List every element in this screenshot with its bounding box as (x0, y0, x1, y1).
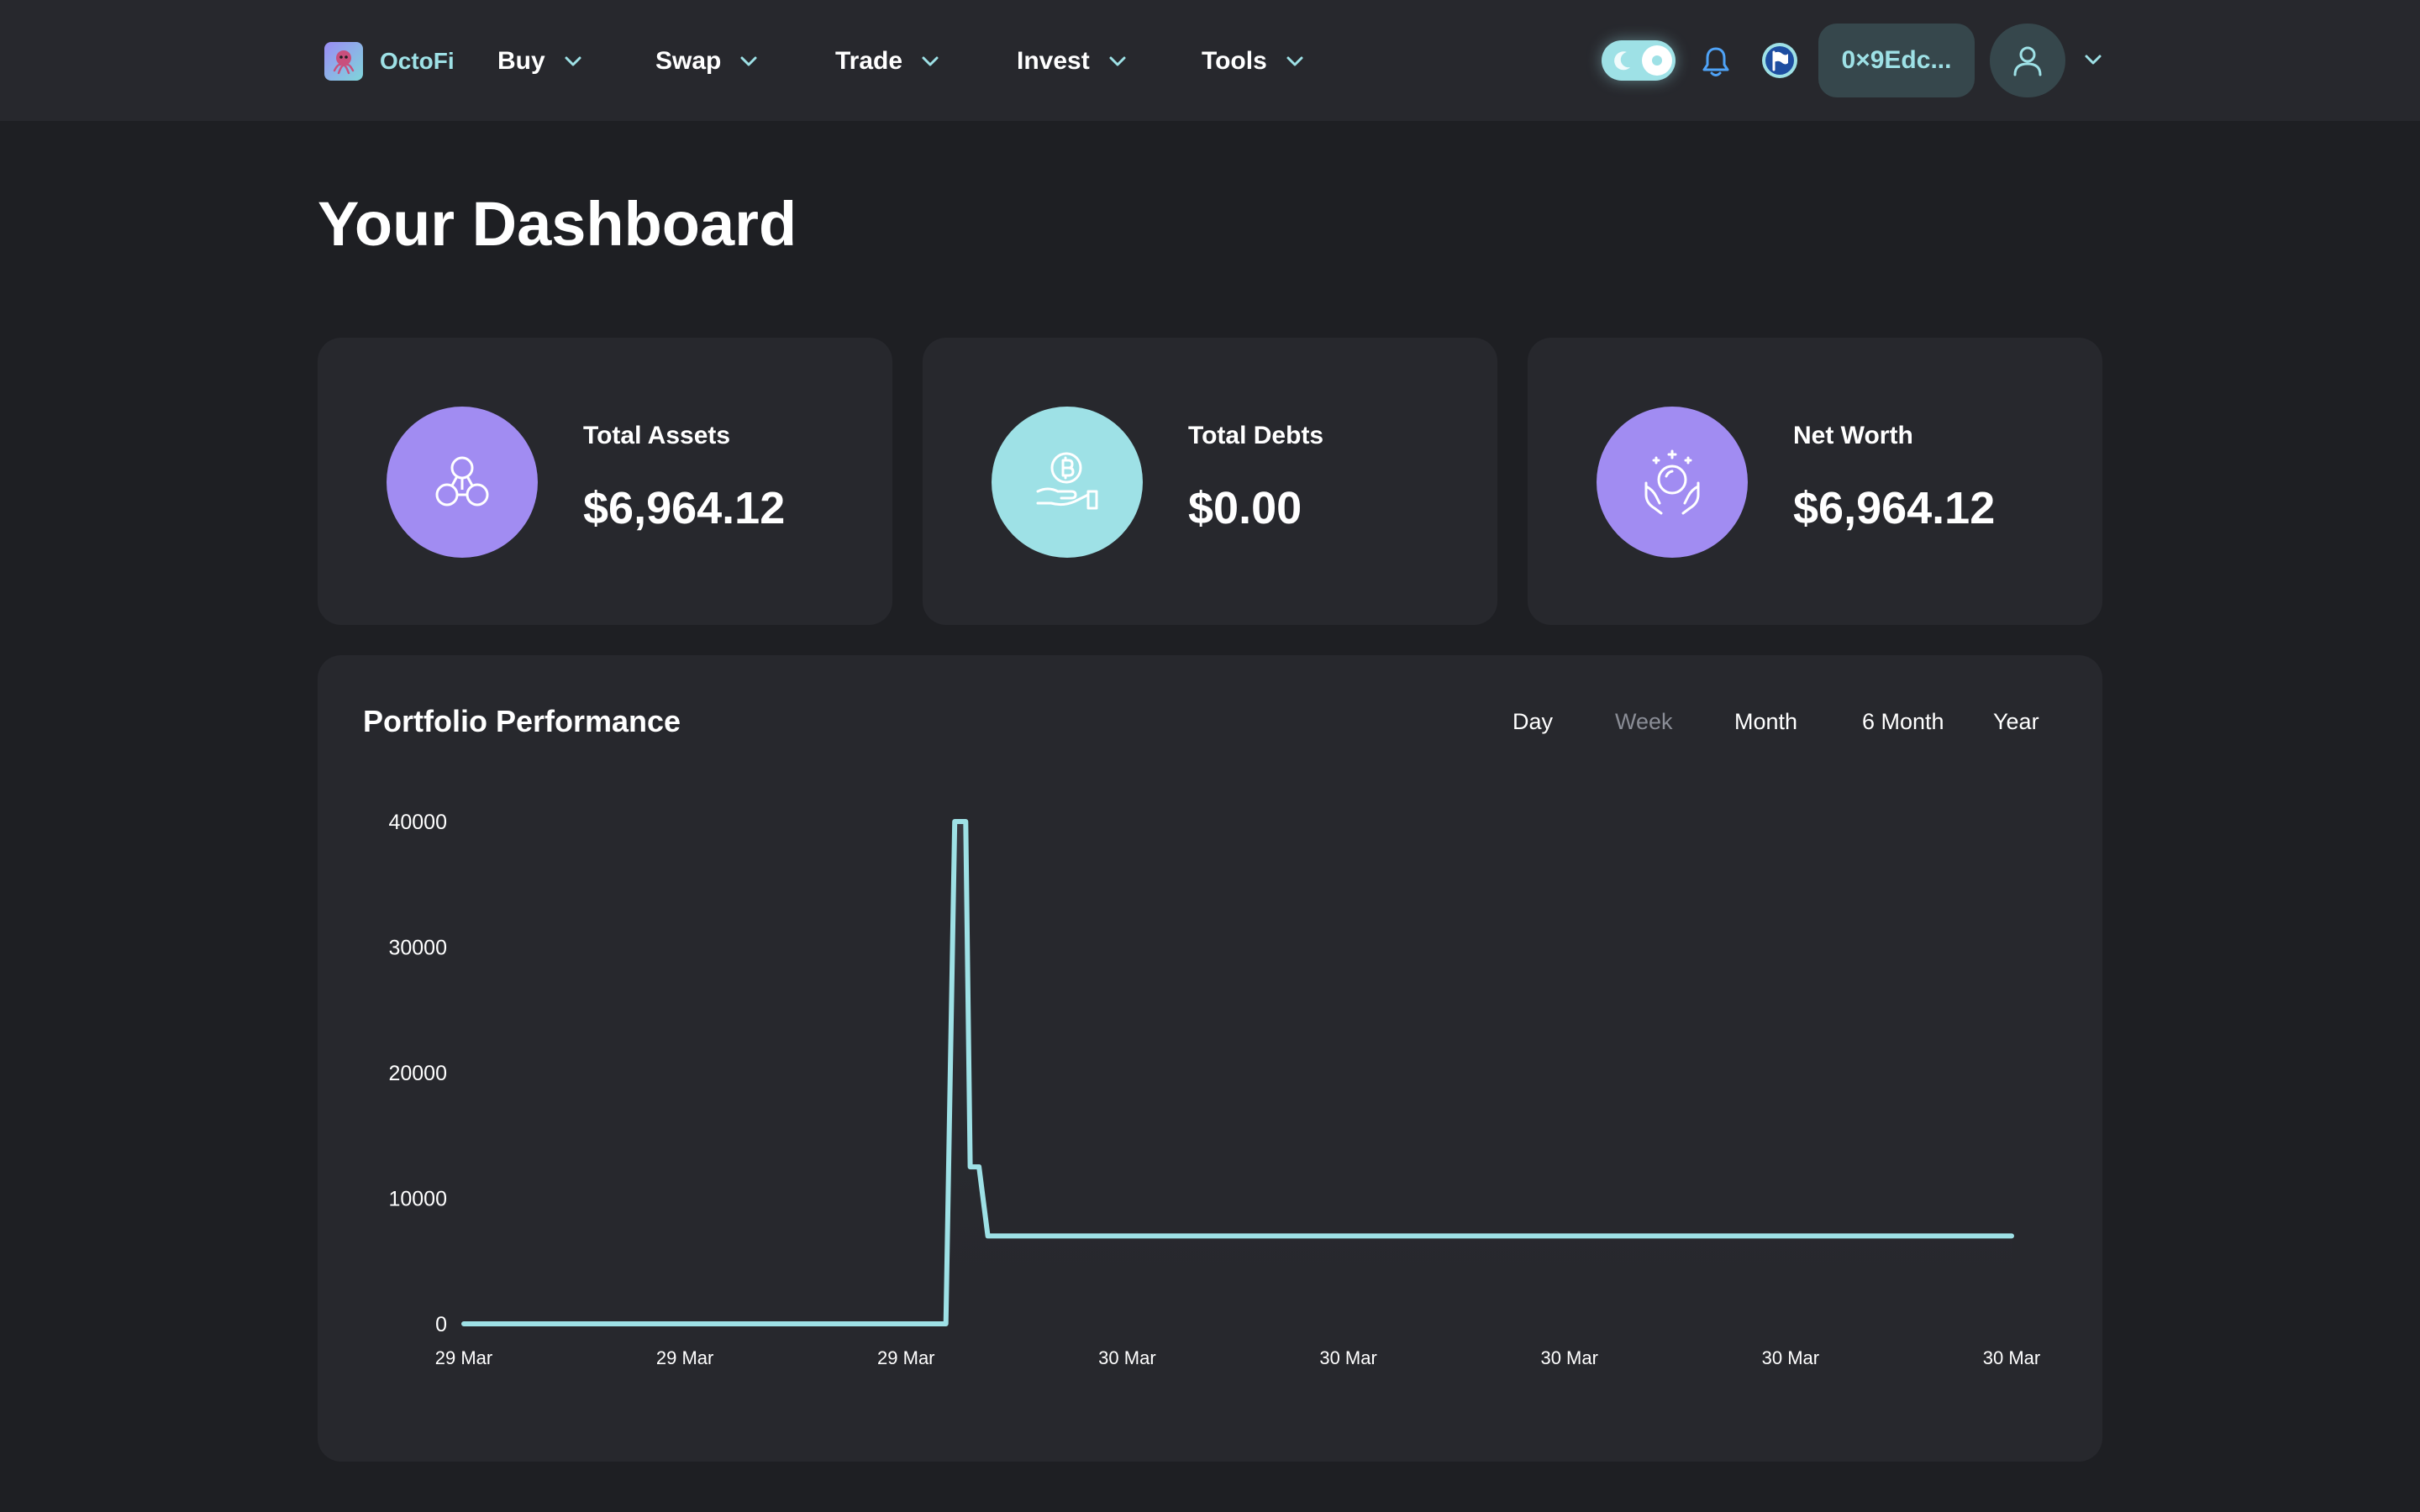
wallet-address-button[interactable]: 0×9Edc... (1818, 24, 1975, 97)
y-tick-label: 40000 (388, 811, 447, 834)
y-tick-label: 30000 (388, 937, 447, 960)
top-navigation-bar: OctoFi Buy Swap Trade Invest Tools 0×9Ed… (0, 0, 2420, 121)
nav-buy-label: Buy (497, 47, 545, 75)
net-worth-icon-circle (1597, 407, 1748, 558)
panel-title: Portfolio Performance (363, 704, 681, 738)
card-value: $0.00 (1188, 483, 1302, 533)
octopus-logo-icon (324, 42, 363, 81)
nav-invest-label: Invest (1017, 47, 1090, 75)
card-label: Total Assets (583, 422, 731, 449)
debts-icon-circle (992, 407, 1143, 558)
portfolio-performance-panel: Portfolio Performance Day Week Month 6 M… (318, 655, 2102, 1462)
range-tab-week[interactable]: Week (1615, 709, 1673, 734)
x-tick-label: 30 Mar (1983, 1347, 2040, 1368)
card-value: $6,964.12 (1793, 483, 1996, 533)
card-label: Net Worth (1793, 422, 1913, 449)
y-tick-label: 0 (435, 1313, 447, 1336)
account-button[interactable] (1990, 24, 2065, 97)
range-tab-day[interactable]: Day (1512, 709, 1554, 734)
brand-name: OctoFi (380, 48, 455, 74)
x-tick-label: 30 Mar (1098, 1347, 1155, 1368)
crystal-ball-icon (1644, 449, 1700, 515)
coin-hand-icon (1036, 452, 1098, 510)
nav-invest-menu[interactable]: Invest (1017, 42, 1127, 81)
range-tab-6-month[interactable]: 6 Month (1862, 709, 1944, 734)
total-assets-card: Total Assets $6,964.12 (318, 338, 892, 625)
x-tick-label: 29 Mar (656, 1347, 713, 1368)
x-tick-label: 30 Mar (1762, 1347, 1819, 1368)
assets-icon-circle (387, 407, 538, 558)
toggle-knob (1642, 45, 1672, 76)
chevron-down-icon (1108, 55, 1127, 67)
nav-swap-label: Swap (655, 47, 722, 75)
x-axis: 29 Mar 29 Mar 29 Mar 30 Mar 30 Mar 30 Mar 30 M… (435, 1347, 2040, 1368)
y-tick-label: 20000 (388, 1062, 447, 1085)
chevron-down-icon[interactable] (2084, 54, 2102, 66)
nav-trade-label: Trade (835, 47, 903, 75)
range-tab-month[interactable]: Month (1734, 709, 1798, 734)
y-axis: 0 10000 20000 30000 40000 (388, 811, 447, 1336)
x-tick-label: 29 Mar (435, 1347, 492, 1368)
card-value: $6,964.12 (583, 483, 786, 533)
card-label: Total Debts (1188, 422, 1324, 449)
total-debts-card: Total Debts $0.00 (923, 338, 1497, 625)
chevron-down-icon (1286, 55, 1304, 67)
chevron-down-icon (739, 55, 758, 67)
series-area (464, 822, 2012, 1324)
nav-swap-menu[interactable]: Swap (655, 42, 758, 81)
nav-buy-menu[interactable]: Buy (497, 42, 582, 81)
chevron-down-icon (564, 55, 582, 67)
x-tick-label: 30 Mar (1540, 1347, 1597, 1368)
bell-icon[interactable] (1701, 45, 1731, 79)
x-tick-label: 30 Mar (1319, 1347, 1376, 1368)
nav-tools-menu[interactable]: Tools (1202, 42, 1304, 81)
chevron-down-icon (921, 55, 939, 67)
x-tick-label: 29 Mar (877, 1347, 934, 1368)
net-worth-card: Net Worth $6,964.12 (1528, 338, 2102, 625)
language-flag-icon[interactable] (1761, 42, 1798, 79)
series-line (461, 819, 2014, 1326)
page-title: Your Dashboard (318, 189, 797, 259)
theme-toggle[interactable] (1602, 40, 1676, 81)
nav-tools-label: Tools (1202, 47, 1267, 75)
user-icon (2013, 46, 2042, 76)
molecule-icon (435, 456, 489, 507)
brand-logo[interactable]: OctoFi (324, 42, 455, 81)
y-tick-label: 10000 (388, 1188, 447, 1211)
range-tab-year[interactable]: Year (1993, 709, 2039, 734)
nav-trade-menu[interactable]: Trade (835, 42, 939, 81)
moon-icon (1614, 51, 1630, 71)
